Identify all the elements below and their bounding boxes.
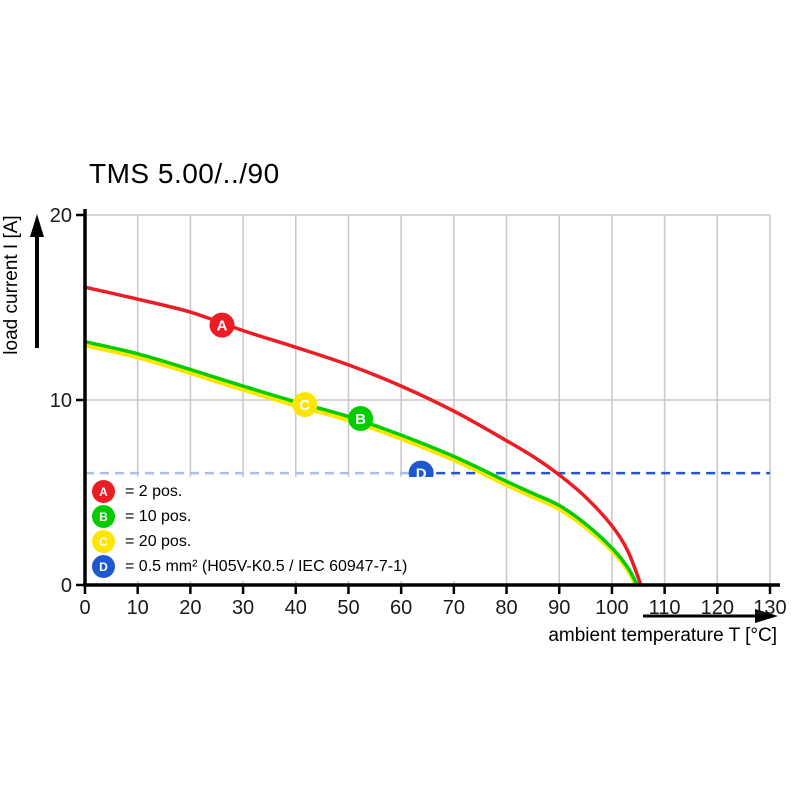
marker-letter: C — [299, 397, 310, 414]
marker-circle — [209, 312, 235, 338]
curve-a — [83, 285, 643, 587]
legend: A = 2 pos. B = 10 pos. C = 20 pos. D = 0… — [88, 477, 458, 581]
x-tick-label: 50 — [337, 597, 359, 619]
legend-item-b: B = 10 pos. — [92, 504, 458, 529]
legend-label-a: = 2 pos. — [125, 482, 183, 500]
marker-circle — [292, 392, 318, 418]
legend-item-a: A = 2 pos. — [92, 479, 458, 504]
x-tick-label: 20 — [179, 597, 201, 619]
y-tick-label: 0 — [61, 575, 72, 597]
legend-dot-c-icon: C — [92, 530, 115, 553]
legend-dot-a-icon: A — [92, 480, 115, 503]
x-tick-label: 110 — [649, 597, 681, 619]
marker-a: A — [209, 312, 235, 338]
x-tick-label: 130 — [753, 597, 786, 619]
x-axis-arrow — [643, 609, 778, 623]
x-tick-label: 70 — [443, 597, 465, 619]
curve-b — [83, 339, 639, 587]
tick-marks — [76, 213, 772, 594]
marker-letter: D — [416, 465, 427, 482]
legend-dot-b-icon: B — [92, 505, 115, 528]
y-axis-arrow — [30, 214, 44, 348]
legend-dot-d-icon: D — [92, 555, 115, 578]
curve-c — [83, 343, 638, 587]
marker-c: C — [292, 392, 318, 418]
tick-labels: 0 10 20 30 40 50 60 70 80 90 100 110 120 130 0 10 20 — [50, 205, 787, 619]
marker-letter: A — [217, 317, 228, 334]
x-tick-label: 30 — [232, 597, 254, 619]
legend-item-c: C = 20 pos. — [92, 529, 458, 554]
x-tick-label: 0 — [79, 597, 90, 619]
x-tick-label: 40 — [285, 597, 307, 619]
x-axis-label: ambient temperature T [°C] — [548, 625, 777, 646]
legend-item-d: D = 0.5 mm² (H05V-K0.5 / IEC 60947-7-1) — [92, 554, 458, 579]
x-tick-label: 60 — [390, 597, 412, 619]
legend-label-c: = 20 pos. — [125, 532, 192, 550]
y-tick-label: 20 — [50, 205, 72, 227]
legend-label-b: = 10 pos. — [125, 507, 192, 525]
marker-letter: B — [355, 411, 366, 428]
legend-label-d: = 0.5 mm² (H05V-K0.5 / IEC 60947-7-1) — [125, 557, 408, 575]
y-tick-label: 10 — [50, 390, 72, 412]
x-tick-label: 100 — [595, 597, 628, 619]
x-tick-label: 90 — [548, 597, 570, 619]
x-tick-label: 80 — [495, 597, 517, 619]
marker-b: B — [348, 406, 374, 431]
derating-curves — [83, 285, 643, 587]
y-axis-label: load current I [A] — [1, 215, 22, 354]
x-tick-label: 10 — [127, 597, 149, 619]
x-tick-label: 120 — [701, 597, 734, 619]
chart-title: TMS 5.00/../90 — [89, 158, 280, 189]
marker-circle — [348, 406, 374, 431]
